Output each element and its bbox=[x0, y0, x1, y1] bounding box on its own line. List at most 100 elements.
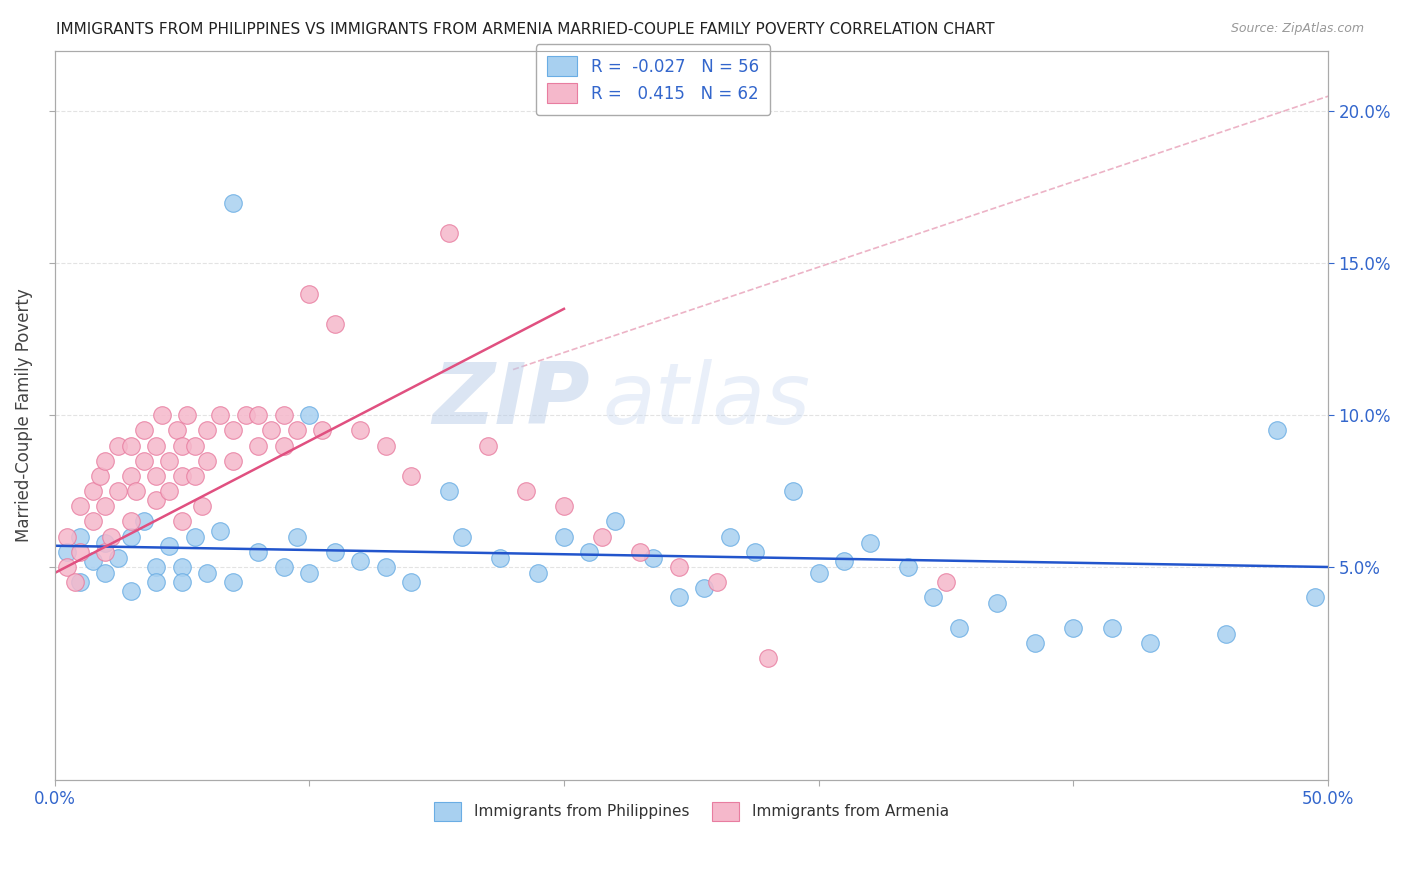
Legend: Immigrants from Philippines, Immigrants from Armenia: Immigrants from Philippines, Immigrants … bbox=[427, 796, 955, 827]
Point bbox=[145, 438, 167, 452]
Point bbox=[832, 554, 855, 568]
Point bbox=[150, 408, 173, 422]
Point bbox=[195, 566, 218, 580]
Point bbox=[603, 515, 626, 529]
Point bbox=[56, 530, 79, 544]
Point bbox=[260, 423, 283, 437]
Point bbox=[82, 515, 104, 529]
Point bbox=[285, 423, 308, 437]
Point bbox=[170, 438, 193, 452]
Point bbox=[107, 438, 129, 452]
Point bbox=[451, 530, 474, 544]
Point bbox=[986, 597, 1008, 611]
Point bbox=[120, 584, 142, 599]
Point bbox=[935, 575, 957, 590]
Point bbox=[120, 469, 142, 483]
Point bbox=[1265, 423, 1288, 437]
Point bbox=[439, 226, 461, 240]
Point bbox=[1139, 636, 1161, 650]
Point bbox=[1305, 591, 1327, 605]
Point bbox=[273, 438, 295, 452]
Point bbox=[756, 651, 779, 665]
Point bbox=[1215, 627, 1237, 641]
Point bbox=[132, 423, 155, 437]
Point bbox=[107, 550, 129, 565]
Point bbox=[82, 554, 104, 568]
Point bbox=[374, 560, 396, 574]
Text: Source: ZipAtlas.com: Source: ZipAtlas.com bbox=[1230, 22, 1364, 36]
Point bbox=[69, 545, 91, 559]
Point bbox=[63, 575, 86, 590]
Point bbox=[323, 545, 346, 559]
Point bbox=[157, 453, 180, 467]
Point bbox=[578, 545, 600, 559]
Point bbox=[668, 591, 690, 605]
Point bbox=[489, 550, 512, 565]
Point bbox=[69, 575, 91, 590]
Point bbox=[82, 484, 104, 499]
Point bbox=[706, 575, 728, 590]
Point bbox=[170, 515, 193, 529]
Point bbox=[247, 408, 270, 422]
Point bbox=[94, 453, 117, 467]
Point bbox=[718, 530, 741, 544]
Point bbox=[170, 560, 193, 574]
Point bbox=[183, 469, 205, 483]
Point bbox=[222, 453, 245, 467]
Point bbox=[56, 560, 79, 574]
Point bbox=[125, 484, 148, 499]
Point bbox=[120, 515, 142, 529]
Point bbox=[145, 469, 167, 483]
Point bbox=[477, 438, 499, 452]
Point bbox=[553, 500, 575, 514]
Point bbox=[744, 545, 766, 559]
Point bbox=[247, 545, 270, 559]
Point bbox=[553, 530, 575, 544]
Point bbox=[170, 575, 193, 590]
Point bbox=[1024, 636, 1046, 650]
Point bbox=[643, 550, 665, 565]
Point bbox=[349, 554, 371, 568]
Point bbox=[56, 545, 79, 559]
Point bbox=[195, 423, 218, 437]
Point bbox=[628, 545, 651, 559]
Point bbox=[222, 423, 245, 437]
Point bbox=[298, 286, 321, 301]
Text: IMMIGRANTS FROM PHILIPPINES VS IMMIGRANTS FROM ARMENIA MARRIED-COUPLE FAMILY POV: IMMIGRANTS FROM PHILIPPINES VS IMMIGRANT… bbox=[56, 22, 995, 37]
Point bbox=[807, 566, 830, 580]
Point bbox=[183, 438, 205, 452]
Point bbox=[132, 453, 155, 467]
Point bbox=[145, 575, 167, 590]
Point bbox=[1101, 621, 1123, 635]
Point bbox=[247, 438, 270, 452]
Point bbox=[209, 524, 232, 538]
Point bbox=[349, 423, 371, 437]
Point bbox=[273, 560, 295, 574]
Point bbox=[170, 469, 193, 483]
Point bbox=[166, 423, 188, 437]
Point bbox=[191, 500, 214, 514]
Point bbox=[107, 484, 129, 499]
Point bbox=[235, 408, 257, 422]
Point bbox=[273, 408, 295, 422]
Point bbox=[157, 539, 180, 553]
Point bbox=[94, 545, 117, 559]
Point bbox=[94, 566, 117, 580]
Point bbox=[922, 591, 945, 605]
Point bbox=[527, 566, 550, 580]
Text: atlas: atlas bbox=[602, 359, 810, 442]
Point bbox=[285, 530, 308, 544]
Point bbox=[399, 469, 422, 483]
Point bbox=[69, 530, 91, 544]
Point bbox=[222, 575, 245, 590]
Point bbox=[94, 535, 117, 549]
Point bbox=[439, 484, 461, 499]
Point bbox=[183, 530, 205, 544]
Point bbox=[693, 581, 716, 595]
Point bbox=[222, 195, 245, 210]
Point bbox=[298, 566, 321, 580]
Text: ZIP: ZIP bbox=[432, 359, 589, 442]
Point bbox=[1062, 621, 1084, 635]
Y-axis label: Married-Couple Family Poverty: Married-Couple Family Poverty bbox=[15, 288, 32, 542]
Point bbox=[897, 560, 920, 574]
